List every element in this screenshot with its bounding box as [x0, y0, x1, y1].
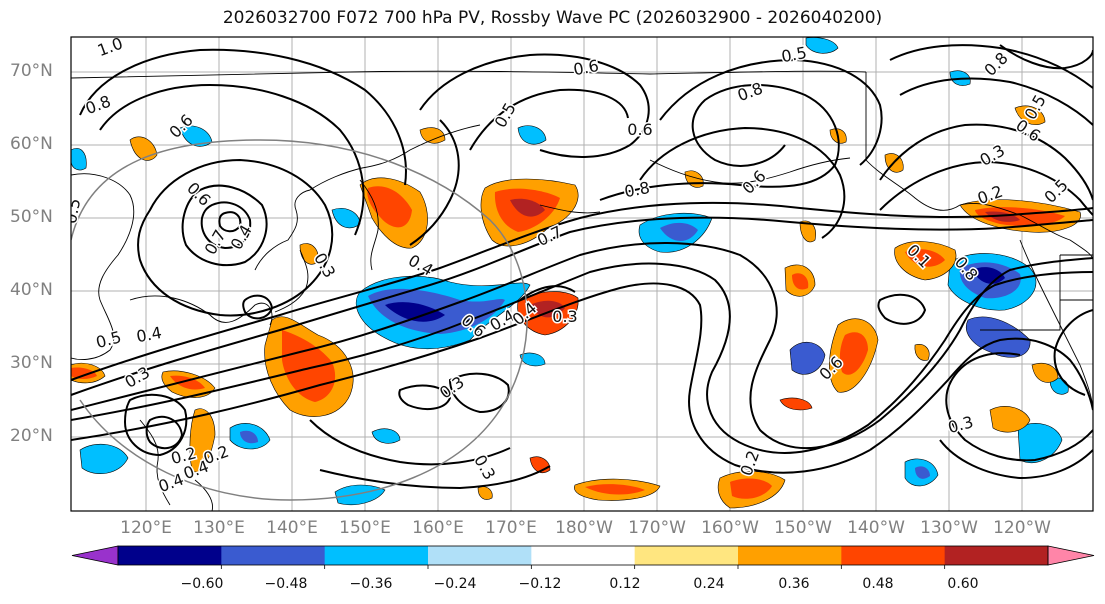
lon-label: 140°W [847, 518, 905, 538]
lon-label: 180°W [555, 518, 613, 538]
colorbar-segment [841, 546, 946, 565]
pos-anomaly-core [792, 273, 809, 290]
pos-anomaly-blob [129, 136, 158, 161]
lon-label: 160°W [701, 518, 759, 538]
pos-anomaly-blob [779, 397, 813, 411]
pos-anomaly-core [367, 186, 412, 228]
lon-label: 140°E [266, 518, 318, 538]
colorbar-segment [324, 546, 429, 565]
lon-label: 150°W [774, 518, 832, 538]
colorbar-segment [428, 546, 532, 565]
pos-anomaly-core [839, 332, 868, 375]
contour-label: 0.6 [627, 120, 652, 139]
lon-label: 160°E [412, 518, 464, 538]
colorbar-segment [634, 546, 739, 565]
pos-anomaly-core [71, 367, 97, 379]
pos-anomaly-blob [914, 344, 930, 361]
pos-anomaly-core [905, 249, 945, 267]
coastlines [71, 70, 1093, 511]
lat-label-20n: 20°N [10, 426, 53, 446]
neg-anomaly-blob [371, 428, 401, 444]
colorbar-tick-label: 0.12 [609, 576, 641, 592]
lon-label: 120°W [993, 518, 1051, 538]
map-frame [70, 36, 1094, 512]
colorbar [71, 545, 1095, 569]
colorbar-segment [118, 546, 222, 565]
lon-label: 170°E [485, 518, 537, 538]
colorbar-tick-label: 0.60 [947, 576, 979, 592]
colorbar-tick-label: 0.24 [693, 576, 725, 592]
map-plot-area: 1.00.80.6 0.50.60.70.40.30.4 0.60.50.4 0.30… [71, 37, 1093, 511]
neg-anomaly-core [240, 430, 258, 444]
colorbar-extend-min [71, 545, 119, 566]
lat-label-40n: 40°N [10, 280, 53, 300]
pos-anomaly-blob [1014, 105, 1046, 125]
lon-label: 120°E [120, 518, 172, 538]
contour-label: 0.6 [572, 56, 600, 79]
colorbar-segment [944, 546, 1049, 565]
neg-anomaly-core [385, 302, 445, 322]
colorbar-segment [531, 546, 636, 565]
pos-anomaly-core [170, 375, 205, 390]
lat-label-60n: 60°N [10, 134, 53, 154]
pos-anomaly-core [530, 300, 565, 318]
neg-anomaly-blob [334, 484, 386, 506]
pos-anomaly-core [510, 198, 545, 217]
colorbar-tick-label: −0.48 [264, 576, 308, 592]
contour-label: 0.4 [135, 323, 163, 346]
pv-contours [71, 44, 1093, 490]
chart-title: 2026032700 F072 700 hPa PV, Rossby Wave … [222, 8, 883, 28]
neg-anomaly-blob [79, 443, 129, 475]
colorbar-tick-label: −0.12 [518, 576, 562, 592]
neg-anomaly-blob [1017, 423, 1063, 464]
neg-anomaly-blob [519, 352, 546, 367]
lon-label: 150°E [339, 518, 391, 538]
neg-anomaly-core [915, 466, 930, 479]
neg-anomaly-blob [517, 125, 547, 145]
pos-anomaly-core [985, 211, 1020, 222]
contour-label: 0.3 [552, 307, 577, 326]
great-circle-arc [71, 139, 528, 501]
pos-anomaly-core [730, 478, 772, 499]
lon-label: 130°E [193, 518, 245, 538]
lon-label: 130°W [920, 518, 978, 538]
colorbar-extend-max [1047, 545, 1095, 566]
pos-anomaly-blob [1031, 362, 1059, 383]
neg-anomaly-blob [789, 342, 826, 375]
pos-anomaly-blob [299, 243, 319, 265]
colorbar-segment [738, 546, 842, 565]
colorbar-tick-label: −0.60 [180, 576, 224, 592]
neg-anomaly-blob [805, 37, 839, 54]
colorbar-tick-label: −0.36 [349, 576, 393, 592]
contour-label: 0.8 [623, 178, 651, 201]
pos-anomaly-blob [799, 220, 816, 243]
lat-label-30n: 30°N [10, 353, 53, 373]
colorbar-tick-label: 0.36 [778, 576, 810, 592]
lon-label: 170°W [628, 518, 686, 538]
neg-anomaly-blob [71, 148, 87, 171]
lat-label-70n: 70°N [10, 61, 53, 81]
neg-anomaly-core [660, 222, 698, 241]
pos-anomaly-blob [419, 127, 446, 144]
pos-anomaly-blob [989, 406, 1031, 433]
colorbar-segment [221, 546, 326, 565]
pos-anomaly-core [585, 484, 645, 495]
colorbar-tick-label: −0.24 [433, 576, 477, 592]
pos-anomaly-blob [477, 486, 493, 500]
colorbar-tick-label: 0.48 [862, 576, 894, 592]
colorbar-frame [117, 545, 1049, 566]
lat-label-50n: 50°N [10, 207, 53, 227]
